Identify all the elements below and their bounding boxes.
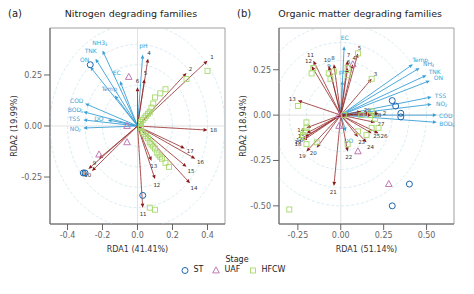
svg-text:27: 27 (377, 120, 385, 127)
svg-text:-0.4: -0.4 (60, 231, 76, 240)
svg-text:20: 20 (310, 150, 317, 156)
svg-text:-0.25: -0.25 (250, 156, 271, 165)
svg-text:29: 29 (363, 107, 371, 114)
svg-text:22: 22 (345, 154, 352, 160)
svg-text:0.25: 0.25 (24, 71, 42, 80)
html-text:(b): (b) (237, 8, 252, 19)
svg-text:ON: ON (80, 56, 90, 64)
svg-text:3: 3 (104, 42, 107, 47)
svg-text:0.00: 0.00 (332, 231, 350, 240)
svg-text:13: 13 (289, 96, 296, 102)
svg-text:0.0: 0.0 (131, 231, 144, 240)
svg-text:RDA2 (18.94%): RDA2 (18.94%) (239, 95, 248, 156)
svg-text:5: 5 (144, 70, 148, 76)
svg-text:5: 5 (80, 109, 83, 114)
svg-text:24: 24 (367, 144, 374, 150)
svg-text:pH: pH (338, 68, 348, 76)
svg-text:BOD: BOD (439, 119, 453, 127)
html-text:Organic matter degrading famil: Organic matter degrading families (278, 8, 442, 19)
svg-text:RDA1 (41.41%): RDA1 (41.41%) (107, 245, 168, 254)
svg-text:3: 3 (373, 71, 378, 78)
svg-text:Temp: Temp (412, 55, 429, 63)
svg-text:4: 4 (147, 50, 151, 56)
svg-text:14: 14 (191, 185, 198, 191)
svg-text:TSS: TSS (68, 115, 80, 122)
svg-text:2: 2 (189, 66, 193, 72)
svg-text:2: 2 (383, 110, 387, 116)
svg-text:2: 2 (444, 103, 447, 108)
svg-text:0.00: 0.00 (253, 111, 271, 120)
svg-text:-0.50: -0.50 (250, 202, 271, 211)
svg-text:TNK: TNK (84, 47, 98, 54)
svg-text:0.00: 0.00 (24, 122, 42, 131)
svg-text:2: 2 (78, 128, 81, 133)
svg-text:0.25: 0.25 (253, 66, 271, 75)
svg-text:17: 17 (187, 148, 194, 154)
svg-text:5: 5 (452, 123, 455, 128)
svg-text:15: 15 (188, 168, 195, 174)
svg-text:12: 12 (153, 182, 160, 188)
html-text:ST: ST (193, 265, 204, 274)
svg-text:COD: COD (70, 97, 84, 104)
svg-text:16: 16 (197, 159, 204, 165)
html-text:UAF: UAF (224, 265, 241, 274)
svg-text:7: 7 (347, 52, 351, 58)
html-text:Stage: Stage (225, 255, 249, 264)
svg-text:18: 18 (295, 141, 302, 147)
svg-text:13: 13 (150, 163, 157, 169)
svg-text:NO: NO (436, 99, 446, 107)
svg-text:TNK: TNK (428, 67, 441, 75)
svg-text:6: 6 (136, 78, 140, 84)
svg-text:28: 28 (374, 112, 382, 119)
svg-text:EC: EC (341, 34, 349, 41)
html-text:HFCW: HFCW (261, 265, 286, 274)
svg-text:11: 11 (140, 211, 147, 217)
svg-text:4: 4 (352, 55, 356, 62)
svg-text:pH: pH (139, 42, 148, 50)
svg-text:BOD: BOD (67, 105, 82, 113)
svg-text:NO: NO (69, 124, 79, 132)
svg-text:0.50: 0.50 (418, 231, 436, 240)
svg-text:11: 11 (307, 52, 315, 59)
svg-text:8: 8 (331, 55, 335, 61)
svg-text:COD: COD (439, 112, 453, 119)
svg-text:23: 23 (358, 139, 365, 145)
svg-text:-0.25: -0.25 (21, 173, 42, 182)
svg-text:0.4: 0.4 (201, 231, 214, 240)
svg-text:ON: ON (434, 74, 443, 81)
svg-text:Temp: Temp (100, 85, 117, 93)
svg-text:12: 12 (305, 58, 312, 64)
svg-text:9: 9 (327, 62, 331, 69)
svg-text:10: 10 (324, 57, 331, 63)
svg-text:TSS: TSS (434, 92, 446, 99)
svg-text:25: 25 (373, 133, 381, 140)
svg-text:5: 5 (358, 45, 362, 51)
svg-text:DO: DO (343, 136, 354, 144)
svg-text:9: 9 (93, 160, 97, 166)
svg-text:RDA1 (51.14%): RDA1 (51.14%) (336, 245, 397, 254)
svg-text:DO: DO (94, 115, 104, 122)
svg-text:14: 14 (297, 126, 305, 133)
svg-text:10: 10 (84, 172, 92, 179)
svg-text:EC: EC (113, 69, 121, 76)
svg-text:-0.2: -0.2 (95, 231, 111, 240)
svg-text:21: 21 (330, 189, 337, 195)
html-text:NH3: NH3 (422, 59, 435, 69)
svg-text:1: 1 (210, 54, 214, 60)
svg-text:0.2: 0.2 (166, 231, 179, 240)
svg-text:NH3: NH3 (92, 39, 105, 46)
html-text:(a): (a) (8, 8, 22, 19)
svg-text:19: 19 (299, 153, 306, 159)
svg-text:-0.25: -0.25 (288, 231, 309, 240)
svg-text:RDA2 (19.99%): RDA2 (19.99%) (10, 95, 19, 156)
svg-text:6: 6 (346, 59, 351, 65)
svg-text:18: 18 (210, 127, 217, 133)
svg-text:0.25: 0.25 (375, 231, 393, 240)
html-text:Nitrogen degrading families: Nitrogen degrading families (64, 8, 198, 19)
svg-text:26: 26 (380, 133, 387, 139)
